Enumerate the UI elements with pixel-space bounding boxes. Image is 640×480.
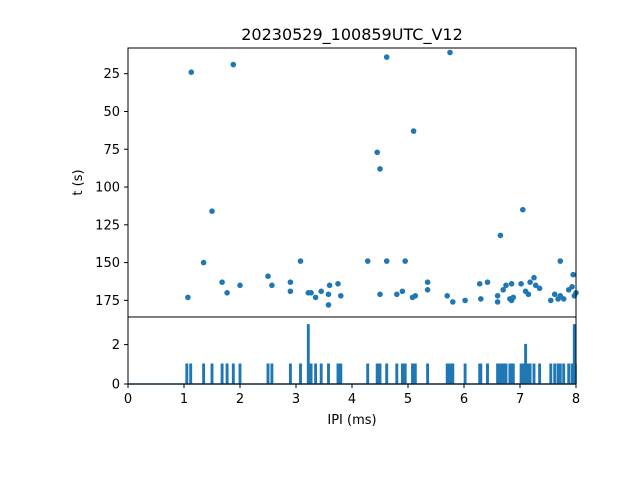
x-tick-label: 1 xyxy=(180,392,188,407)
scatter-point xyxy=(518,281,524,287)
x-tick-label: 0 xyxy=(124,392,132,407)
scatter-point xyxy=(508,297,515,304)
scatter-point xyxy=(312,294,319,301)
scatter-point xyxy=(374,149,381,156)
scatter-point xyxy=(219,279,225,286)
histogram-y-tick-label: 0 xyxy=(112,378,120,393)
scatter-point xyxy=(525,291,532,298)
scatter-point xyxy=(462,297,468,304)
scatter-point xyxy=(318,288,325,295)
y-tick-label: 100 xyxy=(95,181,120,196)
scatter-point xyxy=(308,290,314,296)
scatter-point xyxy=(494,299,501,305)
scatter-point xyxy=(532,282,539,289)
scatter-point xyxy=(265,273,271,280)
x-tick-label: 6 xyxy=(460,392,468,407)
scatter-point xyxy=(570,271,576,278)
scatter-point xyxy=(399,288,406,295)
scatter-point xyxy=(569,284,575,290)
x-tick-label: 4 xyxy=(348,392,356,407)
y-tick-label: 150 xyxy=(95,256,120,271)
scatter-point xyxy=(412,293,419,299)
scatter-point xyxy=(269,282,275,289)
scatter-point xyxy=(450,299,456,305)
x-tick-label: 7 xyxy=(516,392,524,407)
scatter-point xyxy=(478,296,484,302)
x-tick-label: 2 xyxy=(236,392,244,407)
scatter-point xyxy=(494,293,501,299)
chart-title: 20230529_100859UTC_V12 xyxy=(241,25,463,45)
scatter-point xyxy=(185,294,191,301)
scatter-point xyxy=(508,281,515,287)
scatter-point xyxy=(377,166,383,172)
scatter-point xyxy=(325,291,332,298)
scatter-point xyxy=(520,206,526,213)
scatter-point xyxy=(209,208,215,214)
scatter-point xyxy=(297,258,304,264)
y-axis-ticks: 25 50 75 100 125 150 175 xyxy=(95,67,128,309)
scatter-point xyxy=(326,282,333,289)
scatter-point xyxy=(237,282,243,289)
scatter-point xyxy=(424,287,431,293)
scatter-point xyxy=(364,258,371,264)
x-axis-ticks: 0 1 2 3 4 5 6 7 8 xyxy=(124,384,580,407)
scatter-point xyxy=(377,291,383,298)
x-tick-label: 5 xyxy=(404,392,412,407)
scatter-point xyxy=(287,288,294,295)
scatter-point xyxy=(424,279,431,286)
scatter-point xyxy=(484,279,491,286)
scatter-point xyxy=(224,290,230,296)
scatter-point xyxy=(497,232,504,239)
x-tick-label: 3 xyxy=(292,392,300,407)
x-tick-label: 8 xyxy=(572,392,580,407)
scatter-point xyxy=(410,128,417,134)
scatter-points xyxy=(185,49,579,308)
scatter-point xyxy=(335,281,341,287)
scatter-plot: 25 50 75 100 125 150 175 t (s) xyxy=(71,47,579,318)
scatter-point xyxy=(531,274,537,281)
scatter-point xyxy=(555,296,561,302)
histogram-plot-frame xyxy=(127,316,577,385)
scatter-point xyxy=(287,279,294,286)
scatter-point xyxy=(230,61,237,68)
scatter-point xyxy=(188,69,195,75)
scatter-point xyxy=(503,282,509,289)
y-tick-label: 125 xyxy=(95,218,120,233)
scatter-point xyxy=(527,279,533,286)
scatter-point xyxy=(444,293,451,299)
scatter-point xyxy=(536,285,543,292)
scatter-point xyxy=(557,258,564,264)
scatter-point xyxy=(383,54,390,60)
scatter-point xyxy=(394,291,400,298)
scatter-point xyxy=(383,258,390,264)
scatter-point xyxy=(338,293,344,299)
scatter-point xyxy=(551,291,558,298)
y-tick-label: 175 xyxy=(95,294,120,309)
scatter-point xyxy=(548,297,554,304)
x-axis-label: IPI (ms) xyxy=(327,413,376,428)
y-tick-label: 50 xyxy=(103,105,120,120)
scatter-point xyxy=(325,302,332,308)
scatter-point xyxy=(447,49,453,56)
scatter-point xyxy=(476,281,483,287)
scatter-point xyxy=(402,258,409,264)
y-axis-label: t (s) xyxy=(71,169,86,195)
scatter-point xyxy=(200,259,207,266)
y-tick-label: 25 xyxy=(103,67,120,82)
scatter-point xyxy=(560,296,567,302)
y-tick-label: 75 xyxy=(103,143,120,158)
histogram-y-axis-ticks: 02 xyxy=(112,338,128,393)
histogram-y-tick-label: 2 xyxy=(112,338,120,353)
scatter-point xyxy=(500,287,507,293)
